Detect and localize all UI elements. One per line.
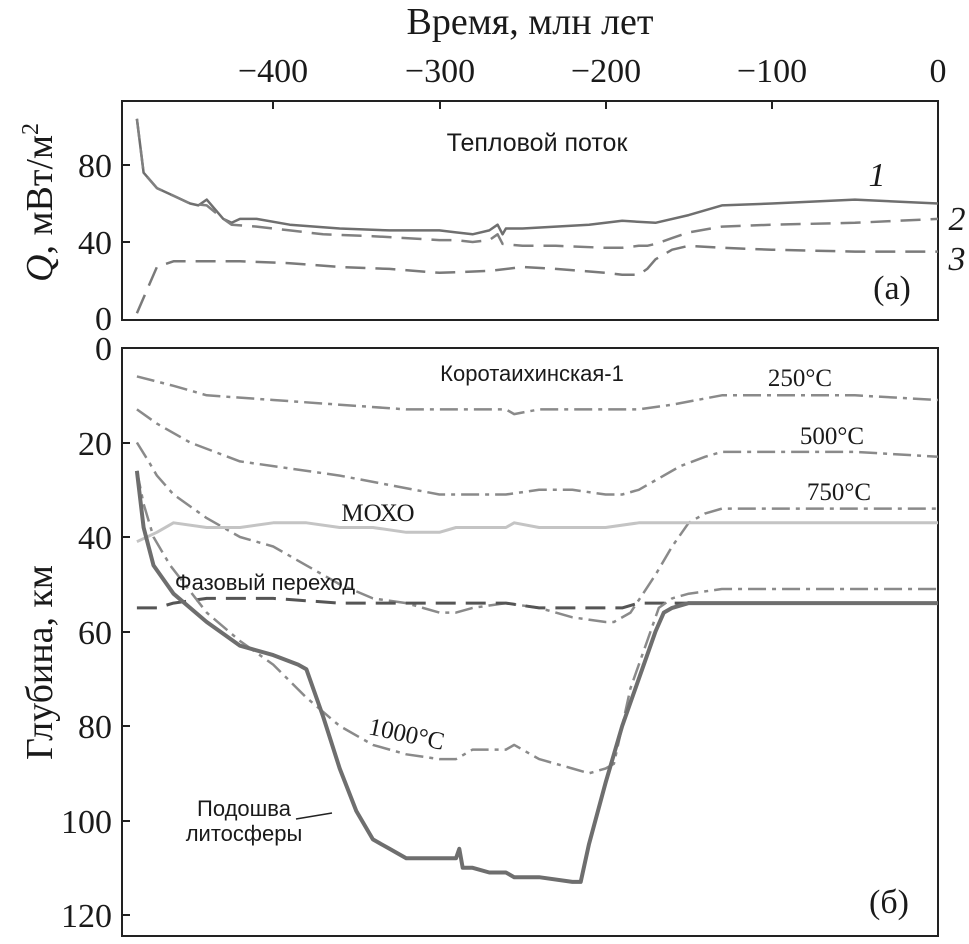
annotation-isotherm-1000: 1000°C <box>366 713 447 755</box>
panel-b-ytick-label: 0 <box>95 331 112 368</box>
annotation-moho: МОХО <box>341 500 414 527</box>
series-line-depth-1 <box>136 375 939 416</box>
panel-a-top-ticks <box>272 101 773 109</box>
panel-a-frame <box>121 100 939 321</box>
panel-a-letter: (а) <box>873 270 911 307</box>
panel-a-ytick-label: 80 <box>78 148 112 185</box>
curve-label-2: 2 <box>949 201 966 238</box>
annotation-isotherm-250: 250°C <box>768 365 832 392</box>
top-tick-label: 0 <box>930 53 947 90</box>
panel-b-ylabel: Глубина, км <box>19 565 61 760</box>
ylabel-variable: Q <box>19 255 61 282</box>
panel-a-ylabel: Q, мВт/м2 <box>18 123 61 282</box>
panel-b-ytick-label: 80 <box>78 709 112 746</box>
panel-b-frame <box>121 347 939 937</box>
panel-b-letter: (б) <box>869 884 909 921</box>
annotation-lab-line2: литосферы <box>186 821 303 846</box>
series-line-flux-1 <box>135 118 939 236</box>
series-line-depth-5 <box>136 596 938 610</box>
annotation-well: Коротаихинская-1 <box>440 361 624 386</box>
panel-b-y-ticks <box>122 442 130 916</box>
panel-a-series <box>135 118 939 314</box>
curve-label-3: 3 <box>948 241 966 278</box>
top-tick-labels: −400 −300 −200 −100 0 <box>238 53 947 90</box>
panel-a-title: Тепловой поток <box>447 129 629 157</box>
annotation-lab-leader <box>295 812 333 820</box>
curve-label-1: 1 <box>869 157 886 194</box>
panel-b-ytick-label: 120 <box>61 898 112 935</box>
annotation-isotherm-750: 750°C <box>807 479 871 506</box>
top-tick-label: −300 <box>405 53 475 90</box>
panel-a-y-ticks <box>122 164 130 243</box>
ylabel-unit: , мВт/м <box>19 135 61 255</box>
ylabel-superscript: 2 <box>18 123 44 135</box>
series-line-flux-2 <box>135 118 939 250</box>
annotation-lab-line1: Подошва <box>197 796 292 821</box>
top-tick-label: −200 <box>571 53 641 90</box>
panel-b-ytick-label: 20 <box>78 426 112 463</box>
panel-b-series <box>134 375 939 884</box>
top-axis-label: Время, млн лет <box>406 1 653 43</box>
top-tick-label: −100 <box>737 53 807 90</box>
series-line-depth-3 <box>135 441 938 624</box>
panel-a-ytick-label: 0 <box>95 301 112 338</box>
top-tick-label: −400 <box>238 53 308 90</box>
series-line-depth-4 <box>136 521 938 544</box>
panel-b-ytick-label: 60 <box>78 615 112 652</box>
series-line-flux-3 <box>135 244 938 314</box>
series-line-depth-6 <box>135 470 938 775</box>
series-line-depth-7 <box>134 470 938 884</box>
panel-b-ytick-label: 100 <box>61 804 112 841</box>
annotation-isotherm-500: 500°C <box>800 423 864 450</box>
panel-b-ytick-label: 40 <box>78 520 112 557</box>
series-line-depth-2 <box>136 408 939 496</box>
panel-a-ytick-label: 40 <box>78 225 112 262</box>
annotation-phase-transition: Фазовый переход <box>175 570 355 595</box>
